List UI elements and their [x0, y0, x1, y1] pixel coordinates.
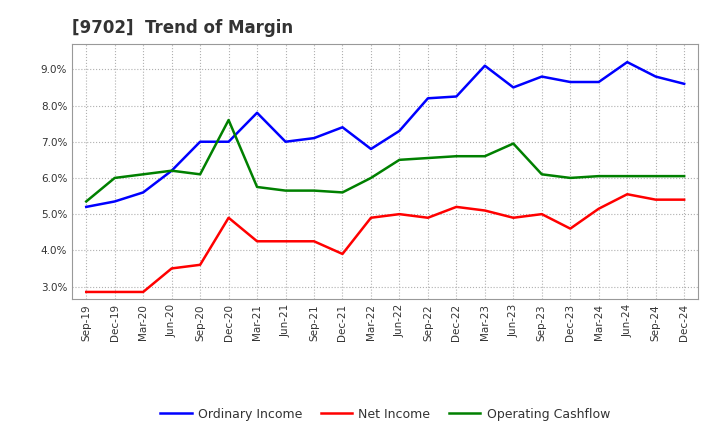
Ordinary Income [366, 147, 375, 152]
Operating Cashflow [167, 168, 176, 173]
Ordinary Income [139, 190, 148, 195]
Net Income [282, 238, 290, 244]
Operating Cashflow [196, 172, 204, 177]
Operating Cashflow [680, 173, 688, 179]
Operating Cashflow [366, 175, 375, 180]
Net Income [225, 215, 233, 220]
Net Income [509, 215, 518, 220]
Net Income [110, 290, 119, 295]
Legend: Ordinary Income, Net Income, Operating Cashflow: Ordinary Income, Net Income, Operating C… [156, 403, 615, 425]
Operating Cashflow [82, 199, 91, 204]
Ordinary Income [395, 128, 404, 133]
Ordinary Income [480, 63, 489, 68]
Ordinary Income [509, 85, 518, 90]
Operating Cashflow [338, 190, 347, 195]
Text: [9702]  Trend of Margin: [9702] Trend of Margin [72, 19, 293, 37]
Ordinary Income [282, 139, 290, 144]
Net Income [452, 204, 461, 209]
Operating Cashflow [253, 184, 261, 190]
Net Income [338, 251, 347, 257]
Ordinary Income [537, 74, 546, 79]
Net Income [82, 290, 91, 295]
Net Income [652, 197, 660, 202]
Net Income [167, 266, 176, 271]
Ordinary Income [110, 199, 119, 204]
Net Income [366, 215, 375, 220]
Net Income [395, 212, 404, 217]
Ordinary Income [566, 79, 575, 84]
Net Income [680, 197, 688, 202]
Operating Cashflow [225, 117, 233, 123]
Ordinary Income [595, 79, 603, 84]
Ordinary Income [167, 168, 176, 173]
Operating Cashflow [282, 188, 290, 193]
Net Income [139, 290, 148, 295]
Net Income [537, 212, 546, 217]
Net Income [310, 238, 318, 244]
Net Income [480, 208, 489, 213]
Operating Cashflow [110, 175, 119, 180]
Ordinary Income [652, 74, 660, 79]
Operating Cashflow [595, 173, 603, 179]
Operating Cashflow [139, 172, 148, 177]
Ordinary Income [225, 139, 233, 144]
Operating Cashflow [566, 175, 575, 180]
Operating Cashflow [623, 173, 631, 179]
Line: Net Income: Net Income [86, 194, 684, 292]
Net Income [253, 238, 261, 244]
Operating Cashflow [652, 173, 660, 179]
Net Income [595, 206, 603, 211]
Operating Cashflow [423, 155, 432, 161]
Ordinary Income [680, 81, 688, 86]
Operating Cashflow [480, 154, 489, 159]
Ordinary Income [253, 110, 261, 115]
Operating Cashflow [395, 157, 404, 162]
Operating Cashflow [452, 154, 461, 159]
Net Income [423, 215, 432, 220]
Net Income [566, 226, 575, 231]
Ordinary Income [310, 136, 318, 141]
Ordinary Income [423, 95, 432, 101]
Line: Operating Cashflow: Operating Cashflow [86, 120, 684, 202]
Ordinary Income [196, 139, 204, 144]
Operating Cashflow [537, 172, 546, 177]
Line: Ordinary Income: Ordinary Income [86, 62, 684, 207]
Net Income [623, 191, 631, 197]
Ordinary Income [338, 125, 347, 130]
Ordinary Income [452, 94, 461, 99]
Operating Cashflow [310, 188, 318, 193]
Ordinary Income [82, 204, 91, 209]
Operating Cashflow [509, 141, 518, 146]
Net Income [196, 262, 204, 268]
Ordinary Income [623, 59, 631, 65]
